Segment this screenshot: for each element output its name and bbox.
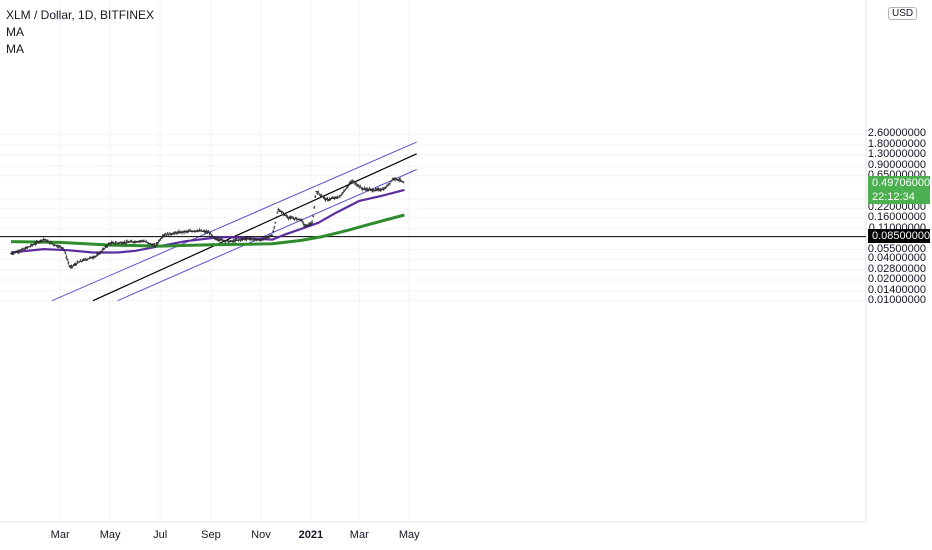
ma-line-2 bbox=[10, 213, 405, 248]
y-tick-label: 0.02800000 bbox=[867, 262, 926, 275]
grid bbox=[0, 0, 866, 522]
y-tick-label: 0.16000000 bbox=[867, 210, 926, 223]
x-tick-label: Mar bbox=[50, 529, 70, 541]
chart-legend: XLM / Dollar, 1D, BITFINEX MA MA bbox=[6, 7, 154, 58]
horizontal-line-tag: 0.08500000 bbox=[868, 228, 931, 243]
x-tick-label: Sep bbox=[201, 529, 221, 541]
y-tick-label: 1.80000000 bbox=[867, 138, 926, 151]
y-tick-label: 0.01000000 bbox=[867, 293, 926, 306]
channel-lower-line bbox=[117, 169, 417, 302]
y-tick-label: 1.30000000 bbox=[867, 147, 926, 160]
y-tick-label: 2.60000000 bbox=[867, 127, 926, 140]
y-tick-label: 0.05500000 bbox=[867, 242, 926, 255]
x-tick-label: Nov bbox=[251, 529, 271, 541]
x-tick-label: 2021 bbox=[298, 529, 324, 541]
last-price-tag: 0.49706000 22:12:34 bbox=[868, 175, 931, 204]
symbol-title[interactable]: XLM / Dollar, 1D, BITFINEX bbox=[6, 8, 155, 22]
y-tick-label: 0.90000000 bbox=[867, 158, 926, 171]
horizontal-line-value: 0.08500000 bbox=[872, 229, 931, 242]
ma2-legend[interactable]: MA bbox=[6, 42, 24, 56]
x-tick-label: Jul bbox=[153, 529, 168, 541]
last-price-value: 0.49706000 bbox=[872, 176, 931, 189]
x-tick-label: May bbox=[99, 529, 121, 541]
ma-line-1 bbox=[10, 188, 405, 254]
y-tick-label: 0.22000000 bbox=[867, 201, 926, 214]
y-tick-label: 0.02000000 bbox=[867, 272, 926, 285]
channel-center-line bbox=[92, 153, 417, 302]
bar-countdown: 22:12:34 bbox=[872, 190, 915, 203]
regression-channel[interactable] bbox=[51, 141, 417, 302]
channel-upper-line bbox=[51, 141, 417, 302]
y-tick-label: 0.04000000 bbox=[867, 252, 926, 265]
x-tick-label: May bbox=[398, 529, 420, 541]
ma1-legend[interactable]: MA bbox=[6, 25, 24, 39]
price-series bbox=[10, 177, 405, 269]
x-tick-label: Mar bbox=[349, 529, 369, 541]
y-tick-label: 0.01400000 bbox=[867, 283, 926, 296]
currency-badge[interactable]: USD bbox=[888, 7, 918, 20]
moving-averages bbox=[10, 188, 405, 254]
